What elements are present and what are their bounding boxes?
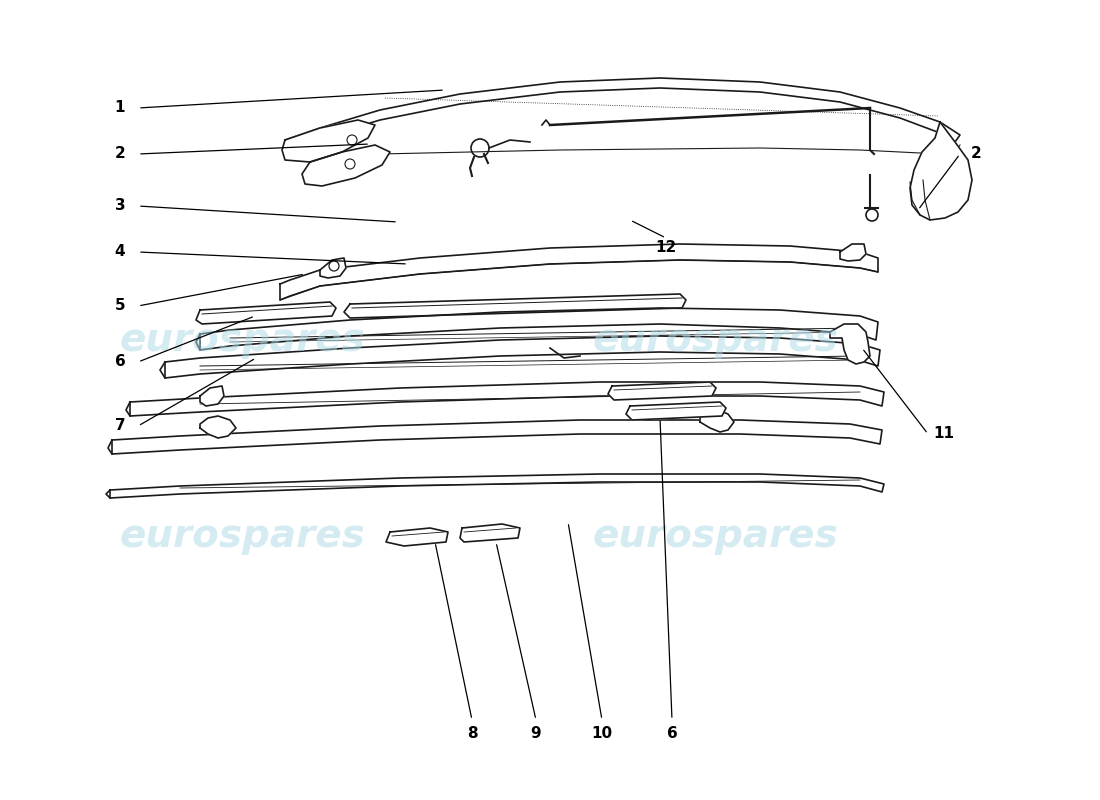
Polygon shape: [282, 120, 375, 162]
Text: 9: 9: [530, 726, 541, 742]
Text: eurospares: eurospares: [119, 321, 365, 359]
Text: 6: 6: [667, 726, 678, 742]
Text: 3: 3: [114, 198, 125, 214]
Polygon shape: [830, 324, 870, 364]
Polygon shape: [285, 78, 960, 150]
Polygon shape: [386, 528, 448, 546]
Text: 4: 4: [114, 245, 125, 259]
Polygon shape: [165, 336, 880, 378]
Polygon shape: [200, 416, 236, 438]
Polygon shape: [626, 402, 726, 420]
Polygon shape: [280, 244, 878, 300]
Polygon shape: [608, 382, 716, 400]
Polygon shape: [840, 244, 866, 261]
Text: 10: 10: [592, 726, 613, 742]
Polygon shape: [320, 258, 346, 278]
Text: 6: 6: [114, 354, 125, 370]
Text: eurospares: eurospares: [592, 517, 838, 555]
Text: 2: 2: [114, 146, 125, 162]
Polygon shape: [302, 145, 390, 186]
Polygon shape: [196, 302, 336, 324]
Polygon shape: [700, 410, 734, 432]
Text: eurospares: eurospares: [119, 517, 365, 555]
Polygon shape: [200, 308, 878, 350]
Text: 12: 12: [656, 241, 676, 255]
Polygon shape: [112, 420, 882, 454]
Polygon shape: [344, 294, 686, 318]
Polygon shape: [910, 122, 972, 220]
Polygon shape: [110, 474, 884, 498]
Text: 2: 2: [970, 146, 981, 162]
Polygon shape: [200, 386, 224, 406]
Text: eurospares: eurospares: [592, 321, 838, 359]
Text: 8: 8: [466, 726, 477, 742]
Polygon shape: [460, 524, 520, 542]
Polygon shape: [130, 382, 884, 416]
Text: 1: 1: [114, 101, 125, 115]
Text: 5: 5: [114, 298, 125, 314]
Text: 7: 7: [114, 418, 125, 434]
Text: 11: 11: [934, 426, 955, 442]
